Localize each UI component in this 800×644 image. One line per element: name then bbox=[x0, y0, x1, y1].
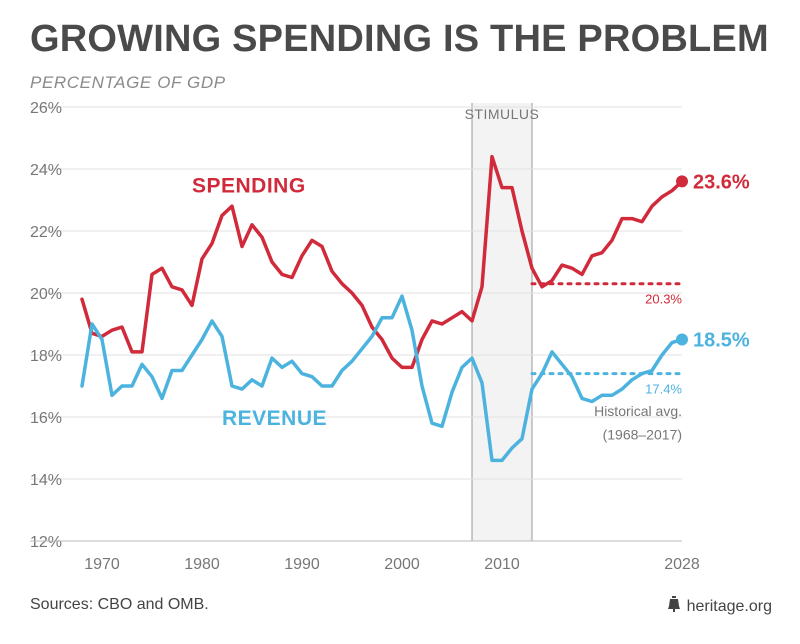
series-end-label-revenue: 18.5% bbox=[693, 330, 750, 352]
stimulus-label: STIMULUS bbox=[465, 106, 540, 122]
sources-note: Sources: CBO and OMB. bbox=[30, 596, 209, 613]
liberty-bell-icon bbox=[667, 596, 681, 617]
stimulus-region bbox=[472, 103, 532, 541]
x-tick-label: 2010 bbox=[484, 556, 520, 573]
series-label-revenue: REVENUE bbox=[222, 407, 327, 430]
series-line-spending bbox=[80, 154, 684, 370]
page-title: GROWING SPENDING IS THE PROBLEM bbox=[30, 18, 769, 60]
x-tick-label: 2000 bbox=[384, 556, 420, 573]
x-tick-label: 2028 bbox=[664, 556, 700, 573]
y-tick-label: 14% bbox=[30, 472, 62, 489]
y-tick-label: 26% bbox=[30, 100, 62, 117]
y-tick-label: 18% bbox=[30, 348, 62, 365]
reference-label-spending: 20.3% bbox=[645, 292, 682, 307]
site-credit[interactable]: heritage.org bbox=[667, 596, 772, 617]
y-tick-label: 24% bbox=[30, 162, 62, 179]
x-tick-label: 1970 bbox=[84, 556, 120, 573]
y-tick-label: 20% bbox=[30, 286, 62, 303]
y-tick-label: 12% bbox=[30, 534, 62, 551]
y-tick-label: 16% bbox=[30, 410, 62, 427]
x-tick-label: 1980 bbox=[184, 556, 220, 573]
series-label-spending: SPENDING bbox=[192, 175, 306, 198]
series-endpoint-revenue bbox=[676, 333, 688, 346]
series-end-label-spending: 23.6% bbox=[693, 171, 750, 193]
chart-subtitle: PERCENTAGE OF GDP bbox=[30, 73, 226, 92]
series-line-revenue bbox=[80, 294, 684, 463]
site-name: heritage.org bbox=[686, 597, 772, 615]
historical-avg-range: (1968–2017) bbox=[603, 427, 682, 443]
historical-avg-label: Historical avg. bbox=[594, 403, 682, 419]
x-tick-label: 1990 bbox=[284, 556, 320, 573]
series-endpoint-spending bbox=[676, 175, 688, 188]
reference-label-revenue: 17.4% bbox=[645, 382, 682, 397]
y-tick-label: 22% bbox=[30, 224, 62, 241]
